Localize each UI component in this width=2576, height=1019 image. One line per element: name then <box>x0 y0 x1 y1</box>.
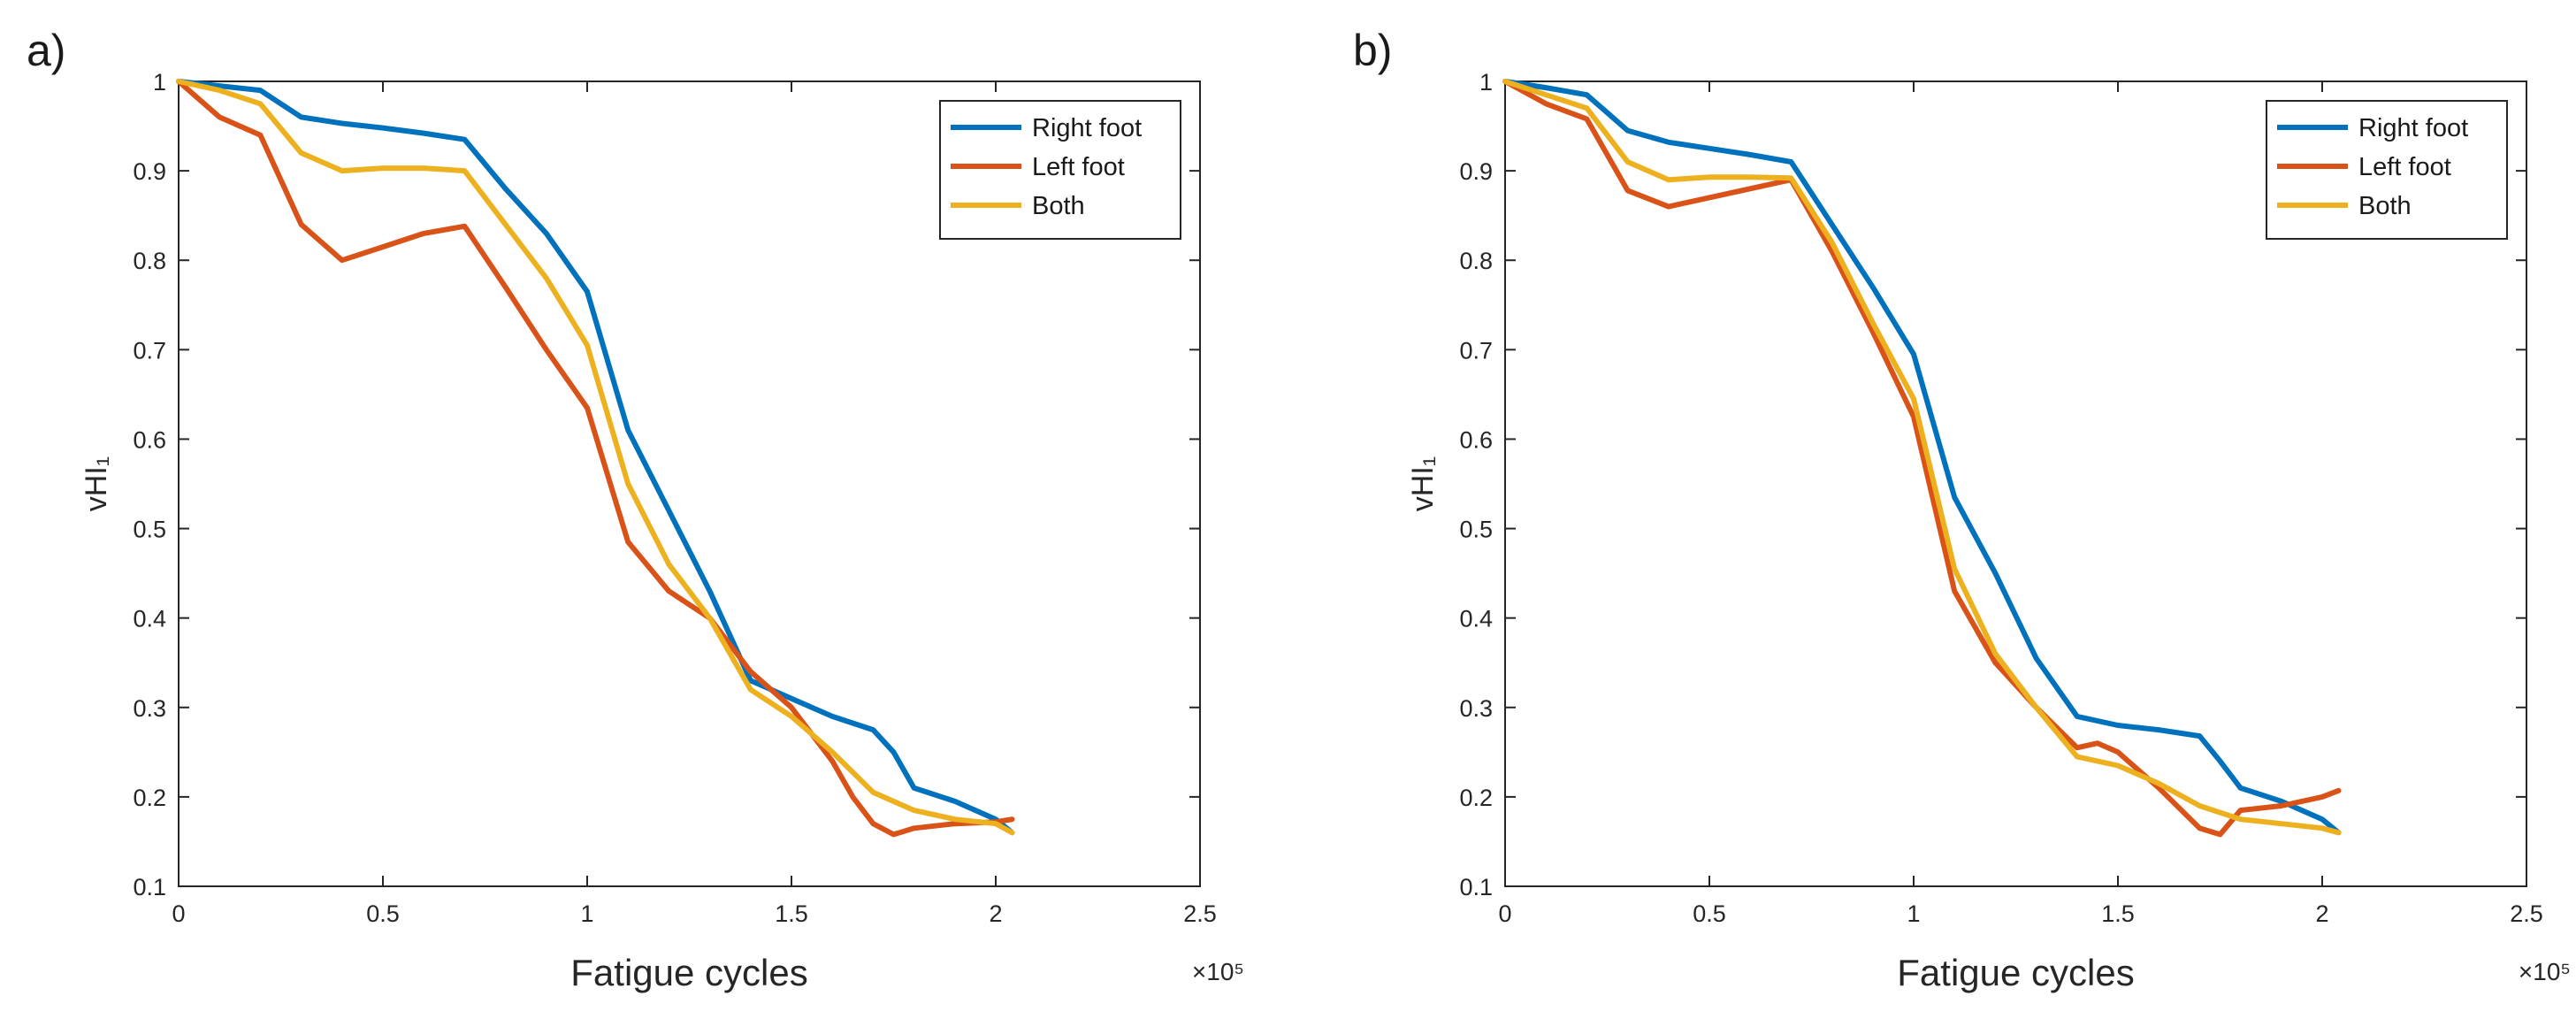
x-tick-label: 1 <box>580 900 593 927</box>
x-tick-label: 2.5 <box>2510 900 2543 927</box>
y-axis-label: vHI₁ <box>80 456 113 511</box>
x-tick-label: 2.5 <box>1183 900 1217 927</box>
series-line-both <box>1502 79 2342 836</box>
y-tick-label: 0.4 <box>1459 606 1493 632</box>
legend-entry: Both <box>2358 192 2412 220</box>
y-tick-label: 0.7 <box>1459 337 1493 364</box>
panel-label: b) <box>1353 26 1393 75</box>
x-tick-label: 0 <box>172 900 185 927</box>
y-tick-label: 0.4 <box>133 606 166 632</box>
y-tick-label: 0.6 <box>1459 426 1493 453</box>
y-tick-label: 0.9 <box>133 158 166 185</box>
series-line-right-foot <box>176 79 1015 836</box>
series-line-right-foot <box>1502 79 2342 836</box>
x-tick-label: 1.5 <box>2101 900 2135 927</box>
legend-entry: Left foot <box>1032 153 1125 181</box>
x-axis-exponent: ×10⁵ <box>1192 958 1244 985</box>
x-tick-label: 1 <box>1907 900 1920 927</box>
legend-entry: Right foot <box>1032 114 1142 142</box>
x-axis-exponent: ×10⁵ <box>2519 958 2571 985</box>
x-axis-label: Fatigue cycles <box>1897 952 2134 993</box>
x-tick-label: 2 <box>2315 900 2328 927</box>
y-tick-label: 0.5 <box>1459 517 1493 543</box>
y-tick-label: 0.3 <box>133 695 166 722</box>
chart-svg: 0 0.5 1 1.5 2 2.5 0.1 0.2 0.3 0.4 0.5 0.6 0.7 0.8 0.9 1… <box>80 69 1244 993</box>
legend-entry: Both <box>1032 192 1085 220</box>
y-tick-label: 0.6 <box>133 426 166 453</box>
y-tick-label: 0.2 <box>1459 785 1493 811</box>
y-tick-label: 0.8 <box>133 248 166 274</box>
y-tick-label: 0.5 <box>133 517 166 543</box>
y-tick-label: 0.1 <box>133 874 166 900</box>
x-axis-label: Fatigue cycles <box>570 952 807 993</box>
series-line-left-foot <box>176 79 1015 838</box>
x-tick-label: 0 <box>1498 900 1511 927</box>
legend-entry: Right foot <box>2358 114 2468 142</box>
y-tick-label: 0.1 <box>1459 874 1493 900</box>
y-axis-label: vHI₁ <box>1406 456 1440 511</box>
y-tick-label: 0.9 <box>1459 158 1493 185</box>
legend-box <box>2266 100 2508 240</box>
chart-panel-b: b) 0 0.5 1 1.5 2 2.5 0.1 0.2 0.3 0.4 0.5 0.6 0.7 0.8 0… <box>1326 0 2576 1019</box>
x-tick-label: 0.5 <box>366 900 400 927</box>
chart-svg: 0 0.5 1 1.5 2 2.5 0.1 0.2 0.3 0.4 0.5 0.6 0.7 0.8 0.9 1… <box>1406 69 2571 993</box>
y-tick-label: 0.2 <box>133 785 166 811</box>
y-tick-label: 1 <box>1479 69 1493 96</box>
y-tick-label: 0.7 <box>133 337 166 364</box>
panel-label: a) <box>27 26 66 75</box>
x-tick-label: 0.5 <box>1693 900 1726 927</box>
chart-panel-a: a) 0 0.5 1 1.5 2 2.5 0.1 0.2 0.3 0.4 0.5 0.6 0.7 0.8 0… <box>27 26 1244 993</box>
series-line-both <box>176 79 1015 836</box>
x-tick-label: 2 <box>989 900 1002 927</box>
series-line-left-foot <box>1502 79 2342 838</box>
x-tick-label: 1.5 <box>775 900 808 927</box>
y-tick-label: 1 <box>153 69 166 96</box>
y-tick-label: 0.8 <box>1459 248 1493 274</box>
legend-entry: Left foot <box>2358 153 2451 181</box>
y-tick-label: 0.3 <box>1459 695 1493 722</box>
legend-box <box>939 100 1181 240</box>
